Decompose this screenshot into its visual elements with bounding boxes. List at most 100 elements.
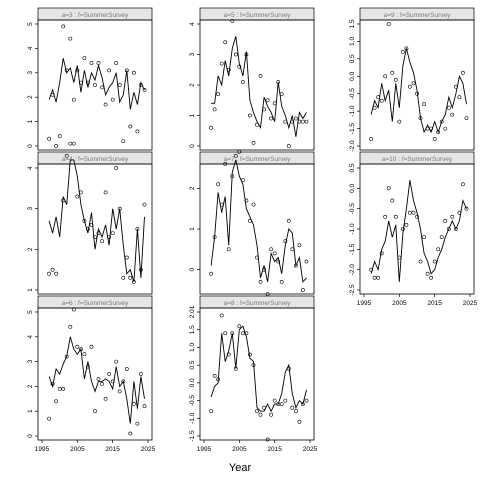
series-line [210, 325, 307, 413]
data-point [415, 214, 419, 219]
data-point [142, 404, 147, 409]
data-point [300, 119, 305, 124]
data-point [255, 409, 259, 414]
data-point [372, 105, 377, 110]
panel-strip-label: a=9 : f=SummerSurvey [384, 12, 452, 19]
data-point [107, 235, 112, 240]
y-tick-label: 0.5 [189, 360, 196, 369]
data-point [142, 88, 147, 92]
series-line [48, 159, 145, 283]
data-point [86, 80, 90, 85]
data-point [75, 344, 80, 349]
data-point [464, 206, 469, 211]
data-point [279, 402, 284, 407]
x-axis-label: Year [229, 462, 252, 474]
data-point [100, 85, 105, 90]
data-point [142, 202, 147, 207]
data-point [216, 377, 221, 382]
data-point [124, 367, 129, 371]
panel-strip-label: a=6 : f=SummerSurvey [62, 300, 130, 307]
data-point [304, 119, 309, 124]
data-point [290, 247, 295, 252]
data-point [304, 259, 309, 264]
data-point [265, 437, 270, 442]
data-point [276, 80, 281, 84]
y-tick-label: 0.0 [349, 71, 356, 80]
panel-frame [199, 163, 315, 295]
x-tick-label: 1995 [35, 446, 50, 453]
data-point [286, 144, 291, 148]
data-point [293, 116, 298, 121]
y-tick-label: -2.0 [349, 264, 356, 276]
data-point [135, 227, 140, 231]
y-tick-label: 1 [27, 288, 34, 292]
data-point [237, 64, 242, 69]
data-point [219, 61, 224, 66]
data-point [103, 190, 108, 195]
data-point [369, 137, 374, 141]
data-point [429, 275, 434, 280]
y-tick-label: 1.5 [189, 325, 196, 334]
data-point [89, 222, 94, 227]
x-tick-label: 2025 [141, 446, 156, 453]
data-point [432, 259, 437, 264]
data-point [230, 174, 235, 179]
data-point [386, 22, 391, 26]
data-point [404, 46, 409, 51]
data-point [117, 389, 122, 394]
y-tick-label: -0.5 [349, 88, 356, 100]
data-point [114, 359, 119, 364]
data-point [138, 83, 143, 87]
panel-strip-label: a=3 : f=SummerSurvey [62, 12, 130, 19]
data-point [131, 70, 136, 75]
data-point [107, 68, 112, 73]
data-point [135, 129, 140, 134]
data-point [230, 19, 235, 23]
data-point [390, 70, 395, 75]
data-point [383, 74, 388, 79]
data-point [209, 271, 214, 276]
data-point [47, 271, 52, 276]
data-point [50, 267, 55, 272]
data-point [272, 398, 277, 403]
panel-frame [359, 19, 475, 151]
y-tick-label: -1.0 [349, 105, 356, 117]
y-tick-label: 3 [27, 71, 34, 75]
data-point [411, 81, 416, 86]
y-tick-label: 2 [27, 247, 34, 251]
data-point [64, 354, 69, 359]
data-point [397, 255, 402, 260]
data-point [262, 267, 267, 272]
data-point [290, 405, 295, 410]
data-point [61, 24, 66, 29]
data-point [128, 124, 133, 129]
data-point [71, 307, 76, 312]
y-tick-label: 4 [27, 166, 34, 170]
data-point [418, 259, 423, 264]
data-point [107, 372, 112, 376]
chart-panel-1: a=3 : f=SummerSurvey 0 1 2 3 4 5 [27, 7, 153, 151]
y-tick-label: 2 [189, 186, 196, 190]
data-point [93, 235, 97, 240]
y-tick-label: 2.01 [189, 305, 196, 318]
y-tick-label: 5 [27, 22, 34, 26]
panel-frame [37, 19, 153, 151]
data-point [57, 134, 62, 139]
data-point [75, 68, 80, 73]
y-tick-label: 2 [27, 95, 34, 99]
data-point [457, 210, 462, 215]
data-point [386, 186, 391, 191]
chart-panel-3: a=9 : f=SummerSurvey -2.0 -1.5 -1.0 -0.5 0.0 0… [349, 7, 475, 152]
y-tick-label: 1.0 [189, 343, 196, 352]
data-point [400, 227, 405, 231]
data-point [244, 52, 249, 57]
data-point [258, 279, 263, 284]
data-point [138, 267, 143, 272]
y-tick-label: 0.5 [349, 163, 356, 172]
data-point [237, 324, 242, 329]
data-point [379, 251, 384, 256]
data-point [369, 267, 374, 272]
data-point [68, 36, 73, 41]
data-point [82, 56, 87, 61]
